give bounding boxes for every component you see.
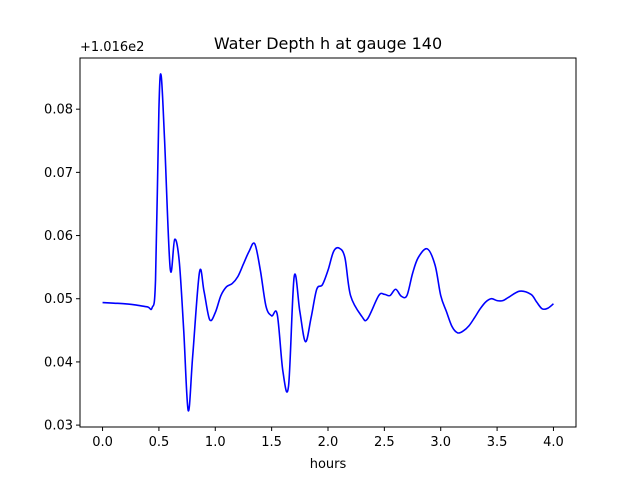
- y-axis-offset-label: +1.016e2: [80, 40, 144, 55]
- plot-area: [102, 73, 554, 412]
- x-tick-label: 1.5: [261, 435, 282, 450]
- y-tick-label: 0.06: [44, 229, 73, 244]
- y-tick-label: 0.04: [44, 355, 73, 370]
- x-tick-label: 2.0: [318, 435, 339, 450]
- y-tick-label: 0.08: [44, 103, 73, 118]
- series-line-0: [102, 73, 554, 412]
- y-axis: 0.03 0.04 0.05 0.06 0.07 0.08: [44, 103, 80, 434]
- x-axis: 0.0 0.5 1.0 1.5 2.0 2.5 3.0 3.5 4.0: [92, 427, 564, 450]
- chart-title: Water Depth h at gauge 140: [214, 34, 442, 53]
- plot-frame: [79, 57, 577, 428]
- y-tick-label: 0.03: [44, 419, 73, 434]
- x-tick-label: 0.0: [92, 435, 113, 450]
- x-tick-label: 1.0: [205, 435, 226, 450]
- x-tick-label: 3.5: [487, 435, 508, 450]
- x-tick-label: 0.5: [149, 435, 170, 450]
- x-tick-label: 3.0: [430, 435, 451, 450]
- y-tick-label: 0.05: [44, 292, 73, 307]
- y-tick-label: 0.07: [44, 166, 73, 181]
- x-tick-label: 2.5: [374, 435, 395, 450]
- x-tick-label: 4.0: [543, 435, 564, 450]
- x-axis-label: hours: [310, 457, 347, 472]
